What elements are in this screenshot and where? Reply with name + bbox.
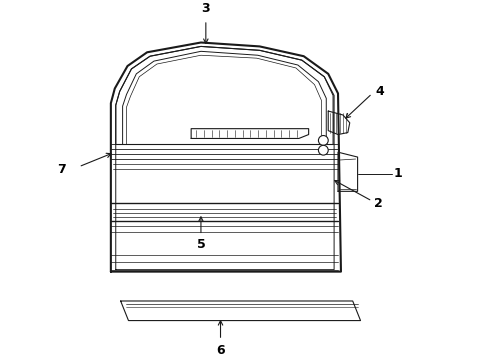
Text: 3: 3	[201, 2, 210, 15]
Text: 5: 5	[196, 238, 205, 251]
Circle shape	[318, 135, 328, 145]
Text: 6: 6	[216, 344, 225, 357]
Text: 1: 1	[394, 167, 403, 180]
Text: 7: 7	[57, 163, 66, 176]
Text: 2: 2	[374, 197, 383, 210]
Circle shape	[318, 145, 328, 155]
Text: 4: 4	[375, 85, 384, 98]
